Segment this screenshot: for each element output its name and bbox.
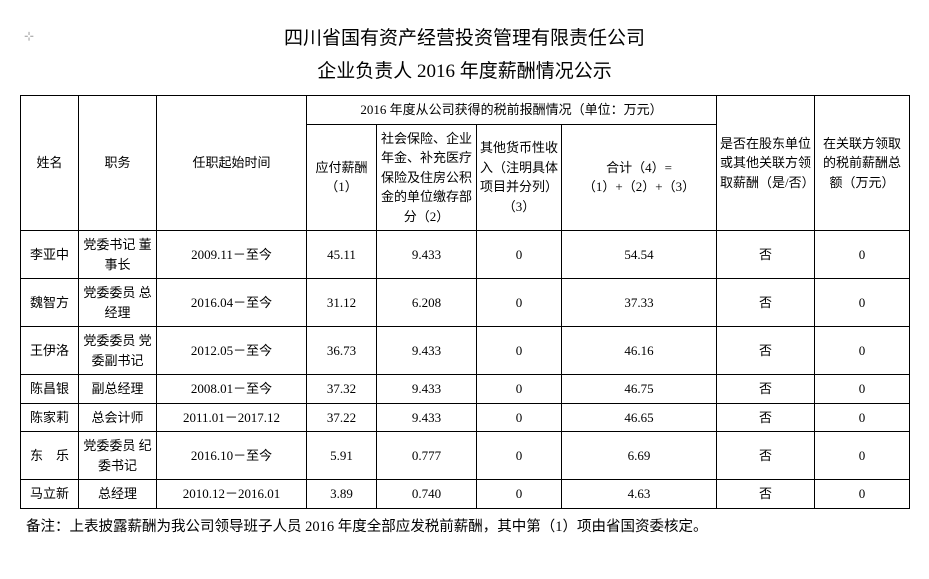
cell-related-amount: 0 — [815, 231, 910, 279]
cell-period: 2016.10－至今 — [157, 432, 307, 480]
cell-insurance: 9.433 — [377, 327, 477, 375]
cell-related-flag: 否 — [717, 327, 815, 375]
cell-other: 0 — [477, 279, 562, 327]
cell-period: 2010.12－2016.01 — [157, 480, 307, 509]
cell-payable: 5.91 — [307, 432, 377, 480]
cell-name: 马立新 — [21, 480, 79, 509]
cell-payable: 31.12 — [307, 279, 377, 327]
table-row: 东 乐党委委员 纪委书记2016.10－至今5.910.77706.69否0 — [21, 432, 910, 480]
th-name: 姓名 — [21, 96, 79, 231]
cell-insurance: 0.777 — [377, 432, 477, 480]
cell-other: 0 — [477, 231, 562, 279]
cell-related-amount: 0 — [815, 432, 910, 480]
cell-period: 2016.04－至今 — [157, 279, 307, 327]
th-payable: 应付薪酬（1） — [307, 124, 377, 231]
th-total: 合计（4）=（1）+（2）+（3） — [562, 124, 717, 231]
table-body: 李亚中党委书记 董事长2009.11－至今45.119.433054.54否0魏… — [21, 231, 910, 509]
cell-related-amount: 0 — [815, 375, 910, 404]
table-row: 李亚中党委书记 董事长2009.11－至今45.119.433054.54否0 — [21, 231, 910, 279]
th-comp-group: 2016 年度从公司获得的税前报酬情况（单位：万元） — [307, 96, 717, 125]
th-insurance: 社会保险、企业年金、补充医疗保险及住房公积金的单位缴存部分（2） — [377, 124, 477, 231]
cell-payable: 3.89 — [307, 480, 377, 509]
cell-related-amount: 0 — [815, 403, 910, 432]
table-row: 陈昌银副总经理2008.01－至今37.329.433046.75否0 — [21, 375, 910, 404]
cell-name: 陈昌银 — [21, 375, 79, 404]
cell-name: 李亚中 — [21, 231, 79, 279]
th-position: 职务 — [79, 96, 157, 231]
cell-period: 2009.11－至今 — [157, 231, 307, 279]
cell-position: 党委书记 董事长 — [79, 231, 157, 279]
cell-period: 2008.01－至今 — [157, 375, 307, 404]
footnote: 备注：上表披露薪酬为我公司领导班子人员 2016 年度全部应发税前薪酬，其中第（… — [20, 515, 909, 536]
cell-total: 46.75 — [562, 375, 717, 404]
cell-name: 魏智方 — [21, 279, 79, 327]
cell-total: 54.54 — [562, 231, 717, 279]
th-other: 其他货币性收入（注明具体项目并分列）（3） — [477, 124, 562, 231]
compensation-table: 姓名 职务 任职起始时间 2016 年度从公司获得的税前报酬情况（单位：万元） … — [20, 95, 910, 509]
cell-payable: 45.11 — [307, 231, 377, 279]
title-line-1: 四川省国有资产经营投资管理有限责任公司 — [20, 23, 909, 50]
cell-other: 0 — [477, 327, 562, 375]
cell-related-amount: 0 — [815, 327, 910, 375]
cell-name: 王伊洛 — [21, 327, 79, 375]
cell-insurance: 9.433 — [377, 403, 477, 432]
cell-related-flag: 否 — [717, 279, 815, 327]
cell-insurance: 0.740 — [377, 480, 477, 509]
cell-payable: 37.22 — [307, 403, 377, 432]
cell-total: 46.16 — [562, 327, 717, 375]
cell-insurance: 6.208 — [377, 279, 477, 327]
cell-position: 党委委员 纪委书记 — [79, 432, 157, 480]
cell-related-flag: 否 — [717, 403, 815, 432]
th-related-amount: 在关联方领取的税前薪酬总额（万元） — [815, 96, 910, 231]
cell-position: 副总经理 — [79, 375, 157, 404]
cell-payable: 36.73 — [307, 327, 377, 375]
cell-total: 46.65 — [562, 403, 717, 432]
cell-position: 总会计师 — [79, 403, 157, 432]
document-page: ⊹ 四川省国有资产经营投资管理有限责任公司 企业负责人 2016 年度薪酬情况公… — [20, 23, 909, 536]
anchor-mark: ⊹ — [24, 29, 34, 44]
cell-name: 东 乐 — [21, 432, 79, 480]
cell-period: 2012.05－至今 — [157, 327, 307, 375]
cell-other: 0 — [477, 375, 562, 404]
cell-total: 6.69 — [562, 432, 717, 480]
cell-other: 0 — [477, 403, 562, 432]
cell-other: 0 — [477, 480, 562, 509]
cell-related-amount: 0 — [815, 279, 910, 327]
cell-payable: 37.32 — [307, 375, 377, 404]
table-row: 魏智方党委委员 总经理2016.04－至今31.126.208037.33否0 — [21, 279, 910, 327]
cell-insurance: 9.433 — [377, 375, 477, 404]
cell-related-flag: 否 — [717, 432, 815, 480]
cell-other: 0 — [477, 432, 562, 480]
cell-related-flag: 否 — [717, 480, 815, 509]
title-line-2: 企业负责人 2016 年度薪酬情况公示 — [20, 56, 909, 83]
cell-position: 总经理 — [79, 480, 157, 509]
table-row: 马立新总经理2010.12－2016.013.890.74004.63否0 — [21, 480, 910, 509]
cell-name: 陈家莉 — [21, 403, 79, 432]
th-related-flag: 是否在股东单位或其他关联方领取薪酬（是/否） — [717, 96, 815, 231]
th-period: 任职起始时间 — [157, 96, 307, 231]
table-row: 王伊洛党委委员 党委副书记2012.05－至今36.739.433046.16否… — [21, 327, 910, 375]
table-row: 陈家莉总会计师2011.01－2017.1237.229.433046.65否0 — [21, 403, 910, 432]
cell-related-amount: 0 — [815, 480, 910, 509]
cell-position: 党委委员 总经理 — [79, 279, 157, 327]
cell-period: 2011.01－2017.12 — [157, 403, 307, 432]
cell-insurance: 9.433 — [377, 231, 477, 279]
cell-position: 党委委员 党委副书记 — [79, 327, 157, 375]
cell-related-flag: 否 — [717, 375, 815, 404]
cell-total: 37.33 — [562, 279, 717, 327]
cell-related-flag: 否 — [717, 231, 815, 279]
cell-total: 4.63 — [562, 480, 717, 509]
